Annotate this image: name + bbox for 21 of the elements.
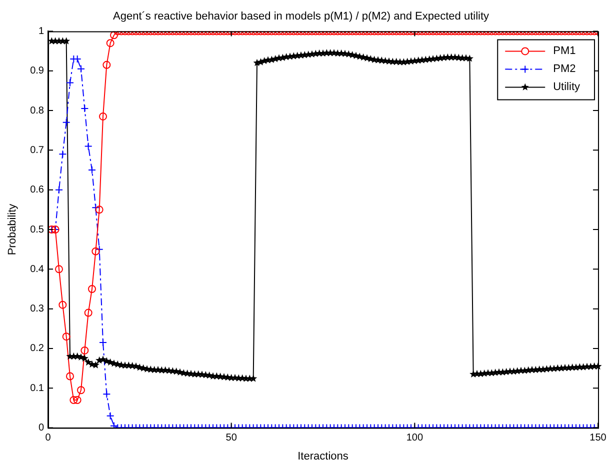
legend-label: PM1 [553, 45, 576, 58]
y-tick-label: 0.5 [30, 224, 44, 236]
y-tick-label: 0.3 [30, 304, 44, 315]
y-tick-label: 0.8 [30, 105, 44, 116]
y-tick-label: 0.9 [30, 66, 44, 77]
legend-label: Utility [553, 81, 580, 94]
legend-label: PM2 [553, 63, 576, 76]
y-tick-label: 0 [38, 422, 44, 434]
chart-title: Agent´s reactive behavior based in models p(M1) / p(M2) and Expected utility [112, 10, 490, 23]
y-tick-label: 0.1 [30, 382, 44, 394]
y-tick-label: 1 [38, 26, 44, 37]
y-axis-title: Probability [6, 203, 19, 256]
x-tick-label: 100 [406, 432, 424, 444]
y-tick-label: 0.4 [30, 264, 44, 275]
x-axis-title: Iteractions [298, 450, 349, 462]
x-tick-label: 0 [45, 432, 52, 444]
x-tick-label: 50 [226, 432, 238, 444]
y-tick-label: 0.2 [30, 343, 44, 354]
y-tick-label: 0.6 [30, 184, 44, 196]
y-tick-label: 0.7 [30, 144, 44, 156]
x-tick-label: 150 [590, 432, 607, 444]
